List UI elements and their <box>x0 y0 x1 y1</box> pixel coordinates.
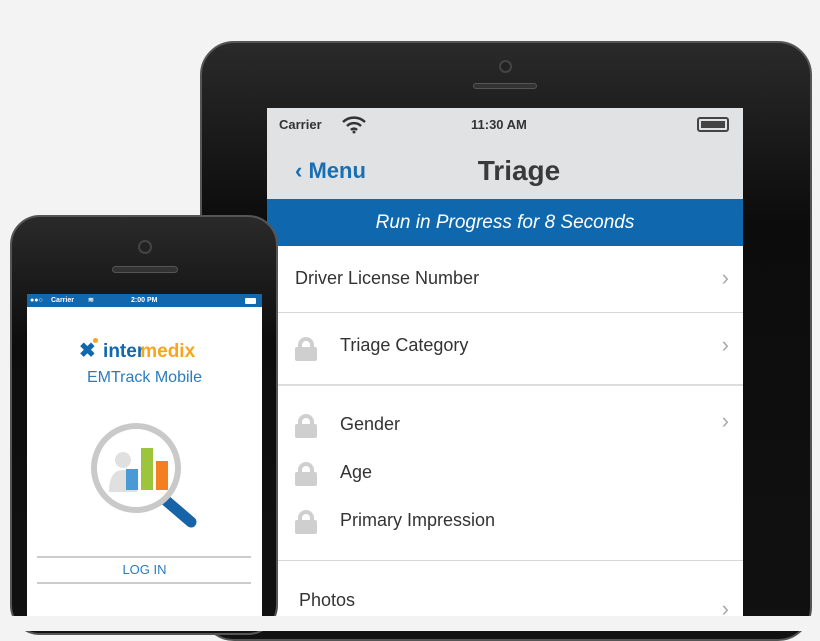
row-label: Primary Impression <box>340 510 496 530</box>
phone-status-bar: ●●○ Carrier ≋ 2:00 PM <box>27 294 262 307</box>
divider <box>37 582 251 584</box>
phone-speaker <box>112 266 178 273</box>
row-label: Driver License Number <box>295 268 480 288</box>
tablet-camera <box>499 60 512 73</box>
chevron-right-icon: › <box>721 596 729 618</box>
chevron-left-icon: ‹ <box>295 158 309 183</box>
row-label: Triage Category <box>340 335 469 355</box>
login-button[interactable]: LOG IN <box>122 562 167 577</box>
lock-icon <box>295 414 317 438</box>
back-button[interactable]: ‹ Menu <box>295 158 366 184</box>
brand-part1: inter <box>103 341 145 362</box>
tablet-speaker <box>473 83 537 89</box>
lock-icon <box>295 510 317 534</box>
status-bar: Carrier 11:30 AM <box>267 108 743 140</box>
divider <box>37 556 251 558</box>
run-progress-banner: Run in Progress for 8 Seconds <box>267 199 743 246</box>
carrier-label: Carrier <box>51 297 74 304</box>
phone-screen: ●●○ Carrier ≋ 2:00 PM ✖ intermedix EMTra… <box>27 294 262 624</box>
phone-camera <box>138 240 152 254</box>
divider <box>277 312 743 313</box>
carrier-label: Carrier <box>279 117 322 132</box>
battery-icon <box>697 117 729 132</box>
row-label: Age <box>340 462 373 482</box>
app-name: EMTrack Mobile <box>87 369 202 386</box>
back-label: Menu <box>308 158 366 183</box>
lock-icon <box>295 337 317 361</box>
brand-part2: medix <box>140 341 196 362</box>
row-label: Photos <box>299 590 356 610</box>
intermedix-logo: ✖ intermedix <box>79 338 195 363</box>
logo-cross-icon: ✖ <box>79 340 96 362</box>
chevron-right-icon: › <box>721 265 729 290</box>
row-label: Gender <box>340 414 401 434</box>
signal-icon: ●●○ <box>30 297 43 304</box>
nav-bar: ‹ Menu Triage <box>267 140 743 199</box>
clock: 11:30 AM <box>471 117 527 132</box>
chevron-right-icon: › <box>721 408 729 433</box>
wifi-icon <box>342 116 366 134</box>
battery-icon <box>245 298 256 304</box>
divider <box>267 560 743 561</box>
lock-icon <box>295 462 317 486</box>
divider <box>267 384 743 386</box>
chevron-right-icon: › <box>721 332 729 357</box>
analytics-magnifier-icon <box>91 423 197 528</box>
bottom-crop <box>0 616 820 631</box>
page-title: Triage <box>477 155 561 186</box>
tablet-screen: Carrier 11:30 AM ‹ Menu Triage Run in Pr… <box>267 108 743 618</box>
clock: 2:00 PM <box>131 297 158 304</box>
wifi-icon: ≋ <box>88 297 94 304</box>
